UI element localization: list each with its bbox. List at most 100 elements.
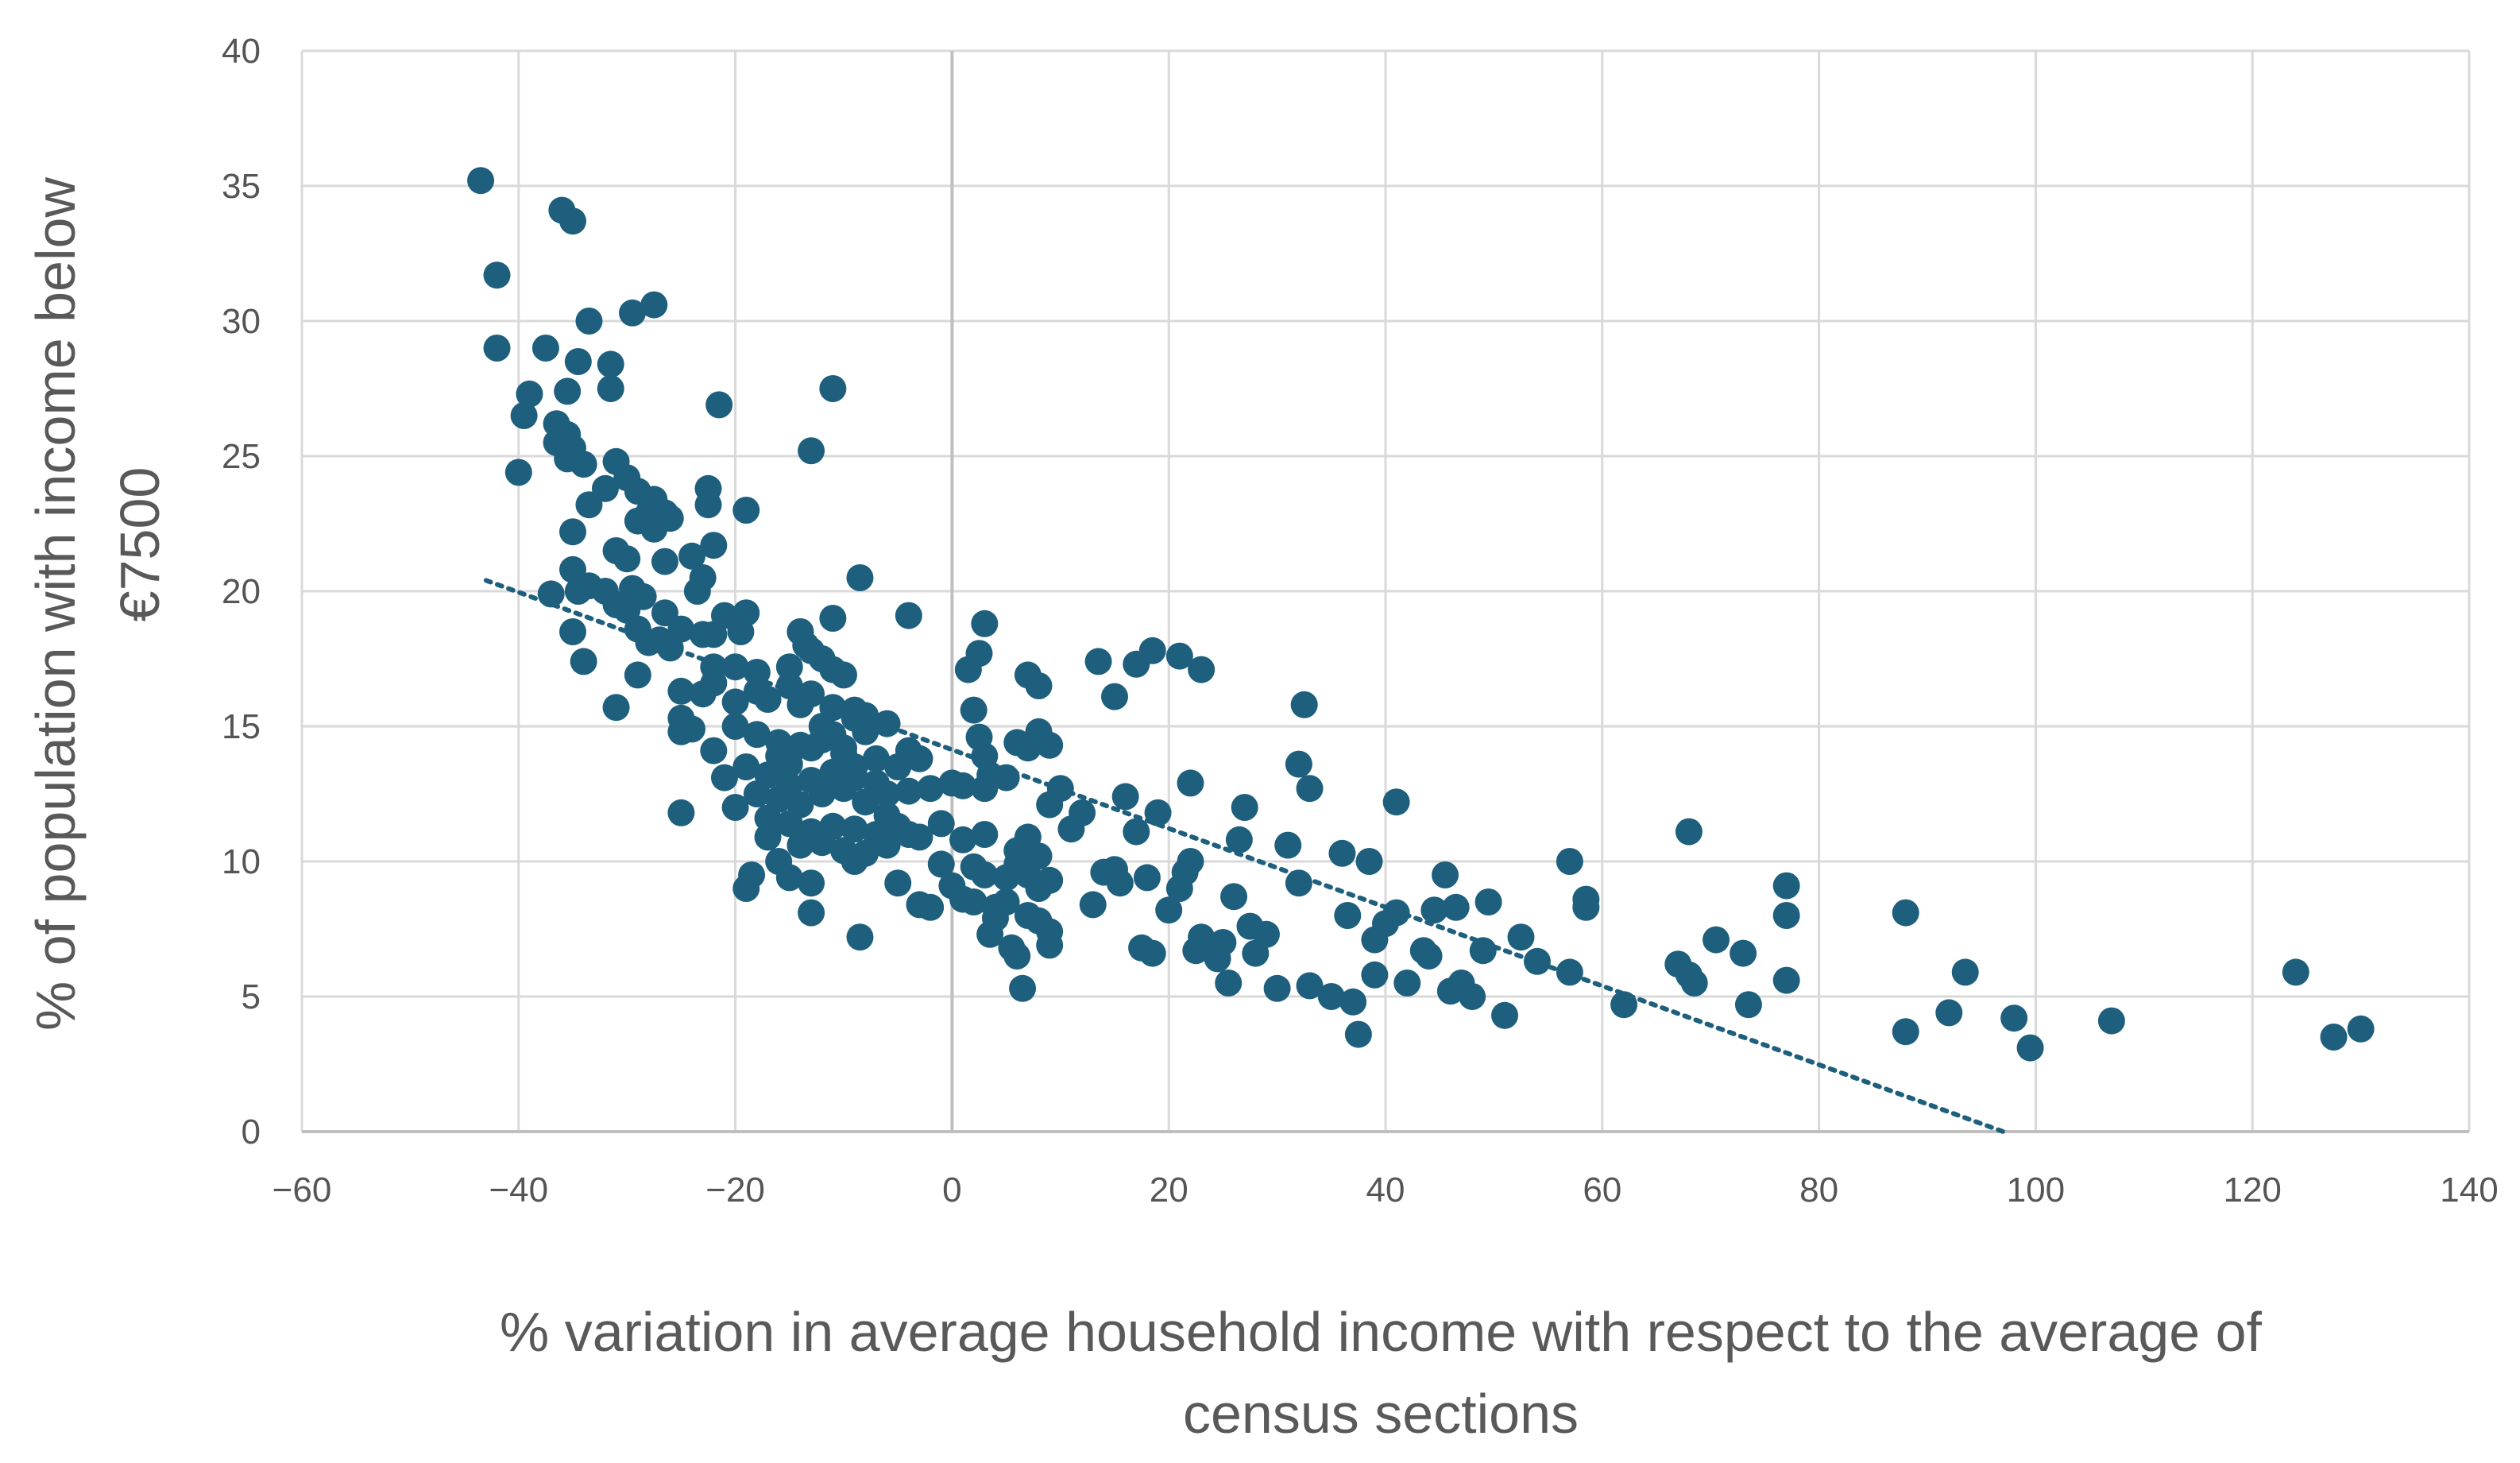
x-tick-label: 120: [2223, 1171, 2281, 1209]
data-point: [1177, 848, 1204, 875]
y-tick-label: 20: [222, 572, 261, 611]
data-point: [1772, 902, 1800, 929]
data-point: [1123, 818, 1150, 846]
data-point: [667, 799, 695, 826]
data-point: [721, 713, 749, 740]
data-point: [2000, 1004, 2028, 1032]
data-point: [1459, 983, 1486, 1010]
x-tick-label: −20: [705, 1171, 765, 1209]
data-point: [683, 578, 711, 605]
data-point: [1475, 888, 1502, 915]
data-point: [483, 335, 511, 362]
data-point: [721, 794, 749, 821]
data-point: [597, 375, 624, 402]
x-tick-labels: −60 −40 −20 0 20 40 60 80 100 120 140: [272, 1171, 2499, 1209]
data-point: [949, 772, 977, 799]
data-point: [895, 821, 922, 848]
data-point: [2320, 1024, 2348, 1051]
data-point: [624, 661, 651, 689]
y-tick-label: 30: [222, 302, 261, 341]
x-tick-label: 80: [1799, 1171, 1838, 1209]
data-point: [1225, 826, 1253, 853]
data-point: [917, 893, 945, 921]
data-point: [1382, 899, 1410, 927]
data-point: [564, 578, 592, 605]
data-point: [798, 899, 825, 927]
data-point: [619, 299, 647, 327]
x-axis-title-line-2: census sections: [1183, 1383, 1579, 1445]
data-point: [841, 815, 868, 843]
data-point: [694, 474, 722, 502]
data-point: [700, 532, 728, 559]
data-point: [1344, 1020, 1372, 1048]
zero-axis-lines: [302, 51, 2469, 1133]
data-point: [1317, 983, 1345, 1010]
data-point: [743, 659, 771, 686]
data-point: [2282, 958, 2309, 986]
data-point: [1138, 939, 1166, 967]
data-point: [775, 653, 803, 681]
x-axis-title-line-1: % variation in average household income …: [500, 1301, 2263, 1363]
data-point: [1951, 958, 1979, 986]
data-point: [467, 167, 495, 195]
data-point: [1361, 961, 1389, 989]
data-point: [971, 610, 999, 637]
data-point: [992, 764, 1020, 791]
data-point: [651, 548, 678, 575]
y-tick-label: 0: [242, 1113, 261, 1151]
data-point: [775, 864, 803, 892]
data-point: [787, 831, 814, 859]
data-point: [819, 605, 847, 632]
data-point: [559, 618, 586, 645]
data-point: [721, 688, 749, 716]
data-point: [787, 618, 814, 645]
data-point: [1069, 799, 1096, 826]
data-point: [765, 742, 793, 770]
data-point: [1892, 899, 1919, 927]
data-point: [1523, 947, 1551, 975]
data-point: [483, 261, 511, 289]
data-point: [1009, 974, 1037, 1002]
data-point: [516, 380, 543, 408]
data-point: [1285, 750, 1312, 778]
y-tick-label: 5: [242, 977, 261, 1016]
data-point: [819, 375, 847, 402]
data-point: [798, 437, 825, 465]
data-point: [873, 710, 901, 737]
data-point: [906, 745, 933, 772]
data-point: [873, 802, 901, 830]
data-point: [846, 564, 874, 591]
data-point: [1334, 902, 1362, 929]
data-point: [1491, 1001, 1519, 1029]
data-point: [992, 864, 1020, 892]
data-point: [895, 602, 922, 629]
y-axis-title-line-2: €7500: [109, 467, 171, 622]
data-point: [927, 850, 955, 878]
data-point: [1675, 818, 1703, 846]
data-point: [754, 804, 782, 832]
data-point: [1231, 794, 1258, 821]
data-point: [873, 831, 901, 859]
data-point: [965, 640, 993, 668]
data-point: [1084, 648, 1112, 675]
data-point: [721, 653, 749, 681]
data-point: [895, 777, 922, 805]
data-point: [1469, 937, 1497, 965]
data-point: [635, 629, 663, 656]
data-point: [602, 694, 630, 722]
data-point: [862, 769, 890, 797]
data-point: [1220, 883, 1248, 911]
x-tick-label: −60: [272, 1171, 332, 1209]
data-point: [559, 207, 586, 235]
data-point: [2016, 1034, 2044, 1062]
x-tick-label: 140: [2440, 1171, 2498, 1209]
x-tick-label: 60: [1583, 1171, 1621, 1209]
data-point: [862, 745, 890, 772]
data-point: [1734, 991, 1762, 1019]
data-point: [1296, 775, 1324, 803]
data-point: [1507, 923, 1535, 951]
data-point: [1209, 929, 1237, 956]
y-tick-label: 25: [222, 437, 261, 476]
x-tick-label: 20: [1150, 1171, 1188, 1209]
data-point: [981, 904, 1009, 932]
